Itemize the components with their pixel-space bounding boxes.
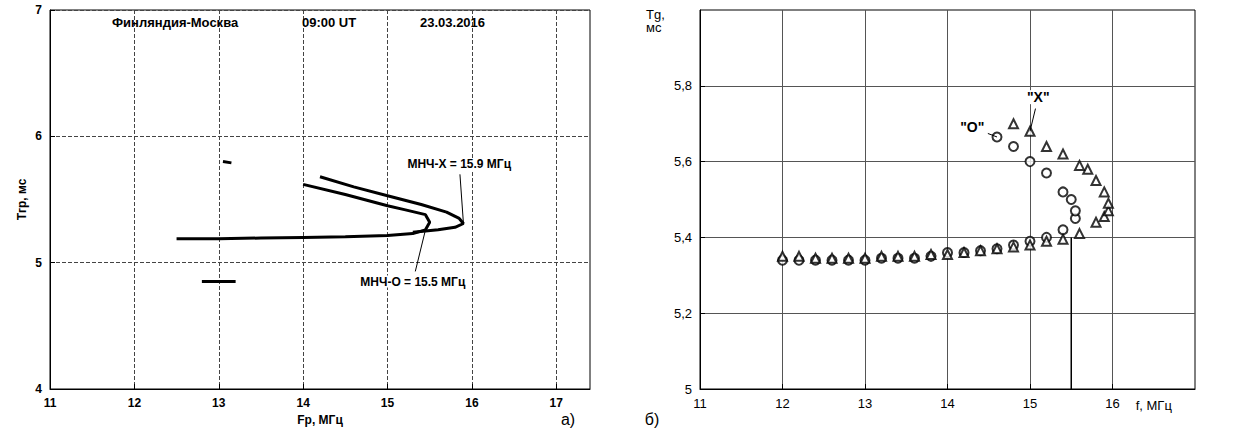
svg-text:15: 15: [381, 396, 395, 410]
svg-text:Tg,: Tg,: [646, 7, 665, 22]
svg-text:5,8: 5,8: [674, 78, 692, 93]
svg-text:16: 16: [1105, 396, 1119, 411]
svg-text:12: 12: [775, 396, 789, 411]
svg-text:МНЧ-O = 15.5 МГц: МНЧ-O = 15.5 МГц: [360, 275, 466, 289]
svg-text:14: 14: [296, 396, 310, 410]
svg-text:Fр, МГц: Fр, МГц: [297, 413, 343, 427]
svg-text:13: 13: [858, 396, 872, 411]
svg-text:14: 14: [940, 396, 954, 411]
svg-text:б): б): [645, 411, 660, 428]
svg-text:5,2: 5,2: [674, 306, 692, 321]
svg-text:11: 11: [693, 396, 707, 411]
svg-text:6: 6: [35, 129, 42, 143]
svg-text:мс: мс: [646, 20, 662, 35]
svg-text:23.03.2016: 23.03.2016: [420, 15, 485, 30]
svg-text:"X": "X": [1027, 89, 1050, 105]
svg-text:17: 17: [550, 396, 564, 410]
svg-text:Финляндия-Москва: Финляндия-Москва: [112, 15, 239, 30]
svg-text:09:00 UT: 09:00 UT: [302, 15, 356, 30]
svg-text:5: 5: [35, 256, 42, 270]
svg-text:5,4: 5,4: [674, 230, 692, 245]
svg-text:Tгр, мс: Tгр, мс: [15, 178, 29, 220]
svg-text:16: 16: [465, 396, 479, 410]
svg-text:5,6: 5,6: [674, 154, 692, 169]
svg-text:"O": "O": [960, 119, 984, 135]
svg-text:f, МГц: f, МГц: [1136, 398, 1173, 413]
svg-text:13: 13: [212, 396, 226, 410]
svg-text:5: 5: [685, 382, 692, 397]
svg-text:a): a): [561, 411, 575, 428]
svg-text:7: 7: [35, 3, 42, 17]
svg-text:15: 15: [1023, 396, 1037, 411]
svg-text:11: 11: [44, 396, 57, 410]
svg-text:4: 4: [35, 382, 42, 396]
svg-text:МНЧ-X = 15.9 МГц: МНЧ-X = 15.9 МГц: [407, 157, 511, 171]
svg-text:12: 12: [128, 396, 142, 410]
